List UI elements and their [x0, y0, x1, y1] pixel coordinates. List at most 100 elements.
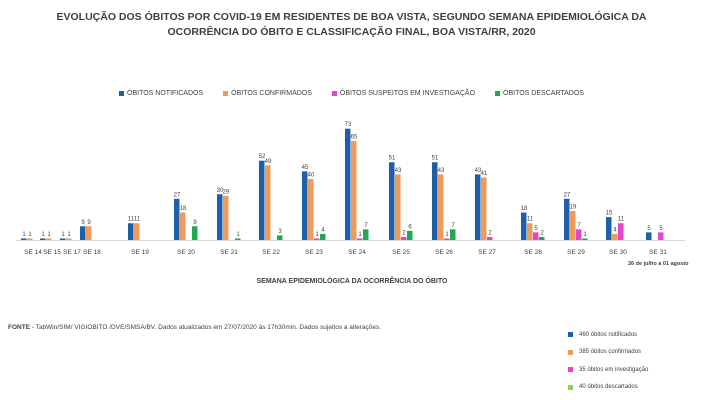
- legend-item-1: ÓBITOS CONFIRMADOS: [223, 90, 312, 97]
- data-label-3-9: 7: [364, 223, 368, 229]
- bar-2-8: [314, 238, 320, 240]
- summary-swatch-2: [568, 367, 573, 372]
- bar-0-12: [475, 174, 481, 240]
- bar-2-11: [444, 238, 450, 240]
- x-tick-label-8: SE 23: [305, 249, 323, 256]
- summary-label-3: 40 óbitos descartados: [579, 384, 638, 390]
- x-tick-label-10: SE 25: [392, 249, 410, 256]
- summary-swatch-0: [568, 332, 573, 337]
- x-tick-label-5: SE 20: [177, 249, 195, 256]
- bar-2-16: [658, 232, 664, 240]
- bar-0-4: [128, 223, 134, 240]
- data-label-1-7: 49: [265, 159, 272, 165]
- x-tick-label-0: SE 14: [24, 249, 42, 256]
- bar-1-1: [46, 238, 52, 240]
- data-label-2-15: 11: [618, 217, 625, 223]
- data-label-2-12: 2: [488, 230, 492, 236]
- bar-1-2: [66, 238, 72, 240]
- bar-0-3: [80, 226, 86, 240]
- data-label-3-7: 3: [278, 229, 282, 235]
- bar-0-7: [259, 160, 265, 240]
- data-label-0-14: 27: [564, 192, 571, 198]
- data-label-3-10: 6: [408, 224, 412, 230]
- legend-swatch-0: [119, 91, 125, 96]
- summary-swatch-3: [568, 384, 573, 390]
- chart-title: EVOLUÇÃO DOS ÓBITOS POR COVID-19 EM RESI…: [0, 10, 703, 40]
- bar-2-13: [533, 232, 539, 240]
- data-label-1-3: 9: [87, 220, 91, 226]
- data-label-0-5: 27: [174, 192, 181, 198]
- data-label-1-11: 43: [438, 168, 445, 174]
- legend-item-2: ÓBITOS SUSPEITOS EM INVESTIGAÇÃO: [331, 90, 476, 97]
- summary-label-0: 460 óbitos notificados: [579, 331, 638, 338]
- summary-item-2: 35 óbitos em investigação: [568, 364, 648, 375]
- x-axis-title: SEMANA EPIDEMIOLÓGICA DA OCORRÊNCIA DO Ó…: [257, 276, 449, 285]
- x-tick-label-3: SE 18: [83, 249, 101, 256]
- data-label-1-5: 18: [180, 206, 187, 212]
- bar-1-0: [27, 238, 33, 240]
- data-label-0-9: 73: [345, 122, 352, 128]
- data-label-0-12: 43: [475, 168, 482, 174]
- data-label-1-1: 1: [47, 232, 51, 238]
- bar-1-10: [395, 174, 401, 240]
- summary-item-1: 385 óbitos confirmados: [568, 347, 648, 358]
- bar-0-9: [345, 128, 351, 240]
- data-label-1-4: 11: [134, 217, 141, 223]
- bar-3-9: [363, 229, 369, 240]
- data-label-0-7: 52: [259, 154, 266, 160]
- data-label-1-15: 4: [613, 227, 617, 233]
- data-label-0-0: 1: [22, 232, 26, 238]
- data-label-1-10: 43: [395, 168, 402, 174]
- legend-label-3: ÓBITOS DESCARTADOS: [503, 90, 584, 97]
- bar-0-14: [564, 198, 570, 240]
- bar-1-9: [351, 140, 357, 240]
- x-tick-label-11: SE 26: [435, 249, 453, 256]
- bar-1-12: [481, 177, 487, 240]
- data-label-0-2: 1: [61, 232, 65, 238]
- x-tick-label-7: SE 22: [262, 249, 280, 256]
- x-tick-label-9: SE 24: [348, 249, 366, 256]
- legend-item-0: ÓBITOS NOTIFICADOS: [119, 90, 203, 97]
- bar-0-15: [606, 217, 612, 240]
- legend-swatch-2: [331, 91, 337, 96]
- data-label-2-14: 7: [577, 223, 581, 229]
- bar-0-8: [302, 171, 308, 240]
- legend-item-3: ÓBITOS DESCARTADOS: [495, 90, 584, 97]
- bar-3-8: [320, 233, 326, 240]
- data-label-1-6: 29: [223, 189, 230, 195]
- bar-0-6: [217, 194, 223, 240]
- bar-0-13: [521, 212, 527, 240]
- bar-0-0: [21, 238, 27, 240]
- legend-label-1: ÓBITOS CONFIRMADOS: [231, 90, 312, 97]
- bar-3-14: [582, 238, 588, 240]
- data-label-1-14: 19: [570, 205, 577, 211]
- x-tick-label-14: SE 29: [567, 249, 585, 256]
- data-label-1-13: 11: [527, 217, 534, 223]
- legend-swatch-1: [223, 91, 229, 96]
- data-label-0-10: 51: [389, 156, 396, 162]
- bar-3-13: [539, 236, 545, 240]
- bar-1-8: [308, 179, 314, 240]
- data-label-2-16: 5: [659, 226, 663, 232]
- summary-legend: 460 óbitos notificados 385 óbitos confirm…: [568, 329, 648, 399]
- data-label-3-13: 2: [540, 230, 544, 236]
- bar-1-15: [612, 233, 618, 240]
- summary-label-2: 35 óbitos em investigação: [579, 366, 649, 373]
- legend-label-2: ÓBITOS SUSPEITOS EM INVESTIGAÇÃO: [339, 90, 476, 97]
- bar-0-10: [389, 162, 395, 240]
- bar-0-2: [60, 238, 66, 240]
- summary-item-3: 40 óbitos descartados: [568, 382, 648, 393]
- x-tick-label-13: SE 28: [524, 249, 542, 256]
- x-tick-label-4: SE 19: [131, 249, 149, 256]
- bar-1-7: [265, 165, 271, 240]
- data-label-2-8: 1: [315, 232, 319, 238]
- bar-1-4: [134, 223, 140, 240]
- bar-0-11: [432, 162, 438, 240]
- period-note: 26 de julho a 01 agosto: [628, 261, 689, 267]
- bar-1-11: [438, 174, 444, 240]
- bar-3-10: [407, 230, 413, 240]
- x-tick-label-12: SE 27: [478, 249, 496, 256]
- summary-label-1: 385 óbitos confirmados: [579, 349, 642, 355]
- data-label-2-10: 2: [402, 230, 406, 236]
